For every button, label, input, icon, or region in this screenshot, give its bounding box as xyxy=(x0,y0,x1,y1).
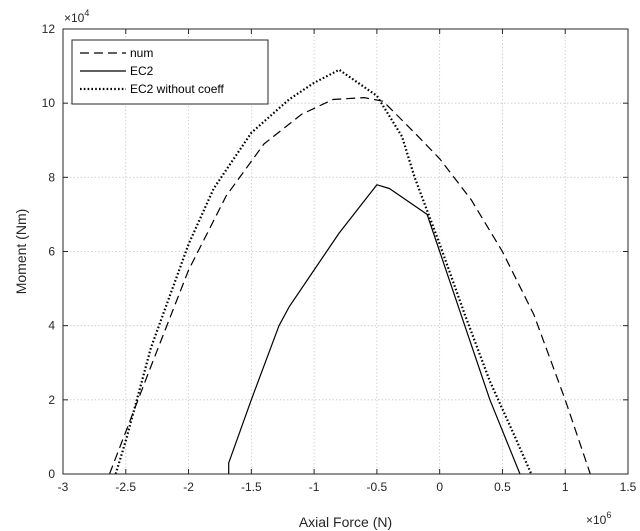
series-line-1 xyxy=(108,96,591,475)
x-tick-label: -3 xyxy=(58,480,69,494)
x-tick-label: -2 xyxy=(183,480,194,494)
y-tick-label: 12 xyxy=(42,22,56,36)
x-tick-label: 1 xyxy=(562,480,569,494)
series-line-3 xyxy=(114,68,533,475)
y-tick-label: 4 xyxy=(48,319,55,333)
x-tick-label: 1.5 xyxy=(620,480,637,494)
x-axis-label: Axial Force (N) xyxy=(299,514,392,530)
x-tick-label: 0.5 xyxy=(494,480,511,494)
y-axis-label: Moment (Nm) xyxy=(13,209,29,295)
y-tick-label: 8 xyxy=(48,170,55,184)
x-tick-label: -1.5 xyxy=(241,480,262,494)
x-axis-exponent: ×106 xyxy=(586,510,611,527)
y-tick-label: 10 xyxy=(42,96,56,110)
series-line-2 xyxy=(228,184,521,475)
y-tick-label: 2 xyxy=(48,393,55,407)
x-tick-label: -0.5 xyxy=(367,480,388,494)
x-tick-label: 0 xyxy=(436,480,443,494)
y-tick-label: 6 xyxy=(48,245,55,259)
series-group xyxy=(108,68,591,475)
x-tick-label: -1 xyxy=(309,480,320,494)
y-axis-exponent: ×104 xyxy=(64,8,89,25)
legend-label-1: num xyxy=(130,46,153,60)
x-tick-label: -2.5 xyxy=(115,480,136,494)
y-tick-label: 0 xyxy=(48,467,55,481)
legend-box xyxy=(71,39,269,105)
legend: num EC2 EC2 without coeff xyxy=(71,39,269,105)
ticks: -3 -2.5 -2 -1.5 -1 -0.5 0 0.5 1 1.5 0 2 4 6 8 10 12 xyxy=(42,22,637,494)
legend-label-3: EC2 without coeff xyxy=(130,82,224,96)
legend-label-2: EC2 xyxy=(130,64,154,78)
